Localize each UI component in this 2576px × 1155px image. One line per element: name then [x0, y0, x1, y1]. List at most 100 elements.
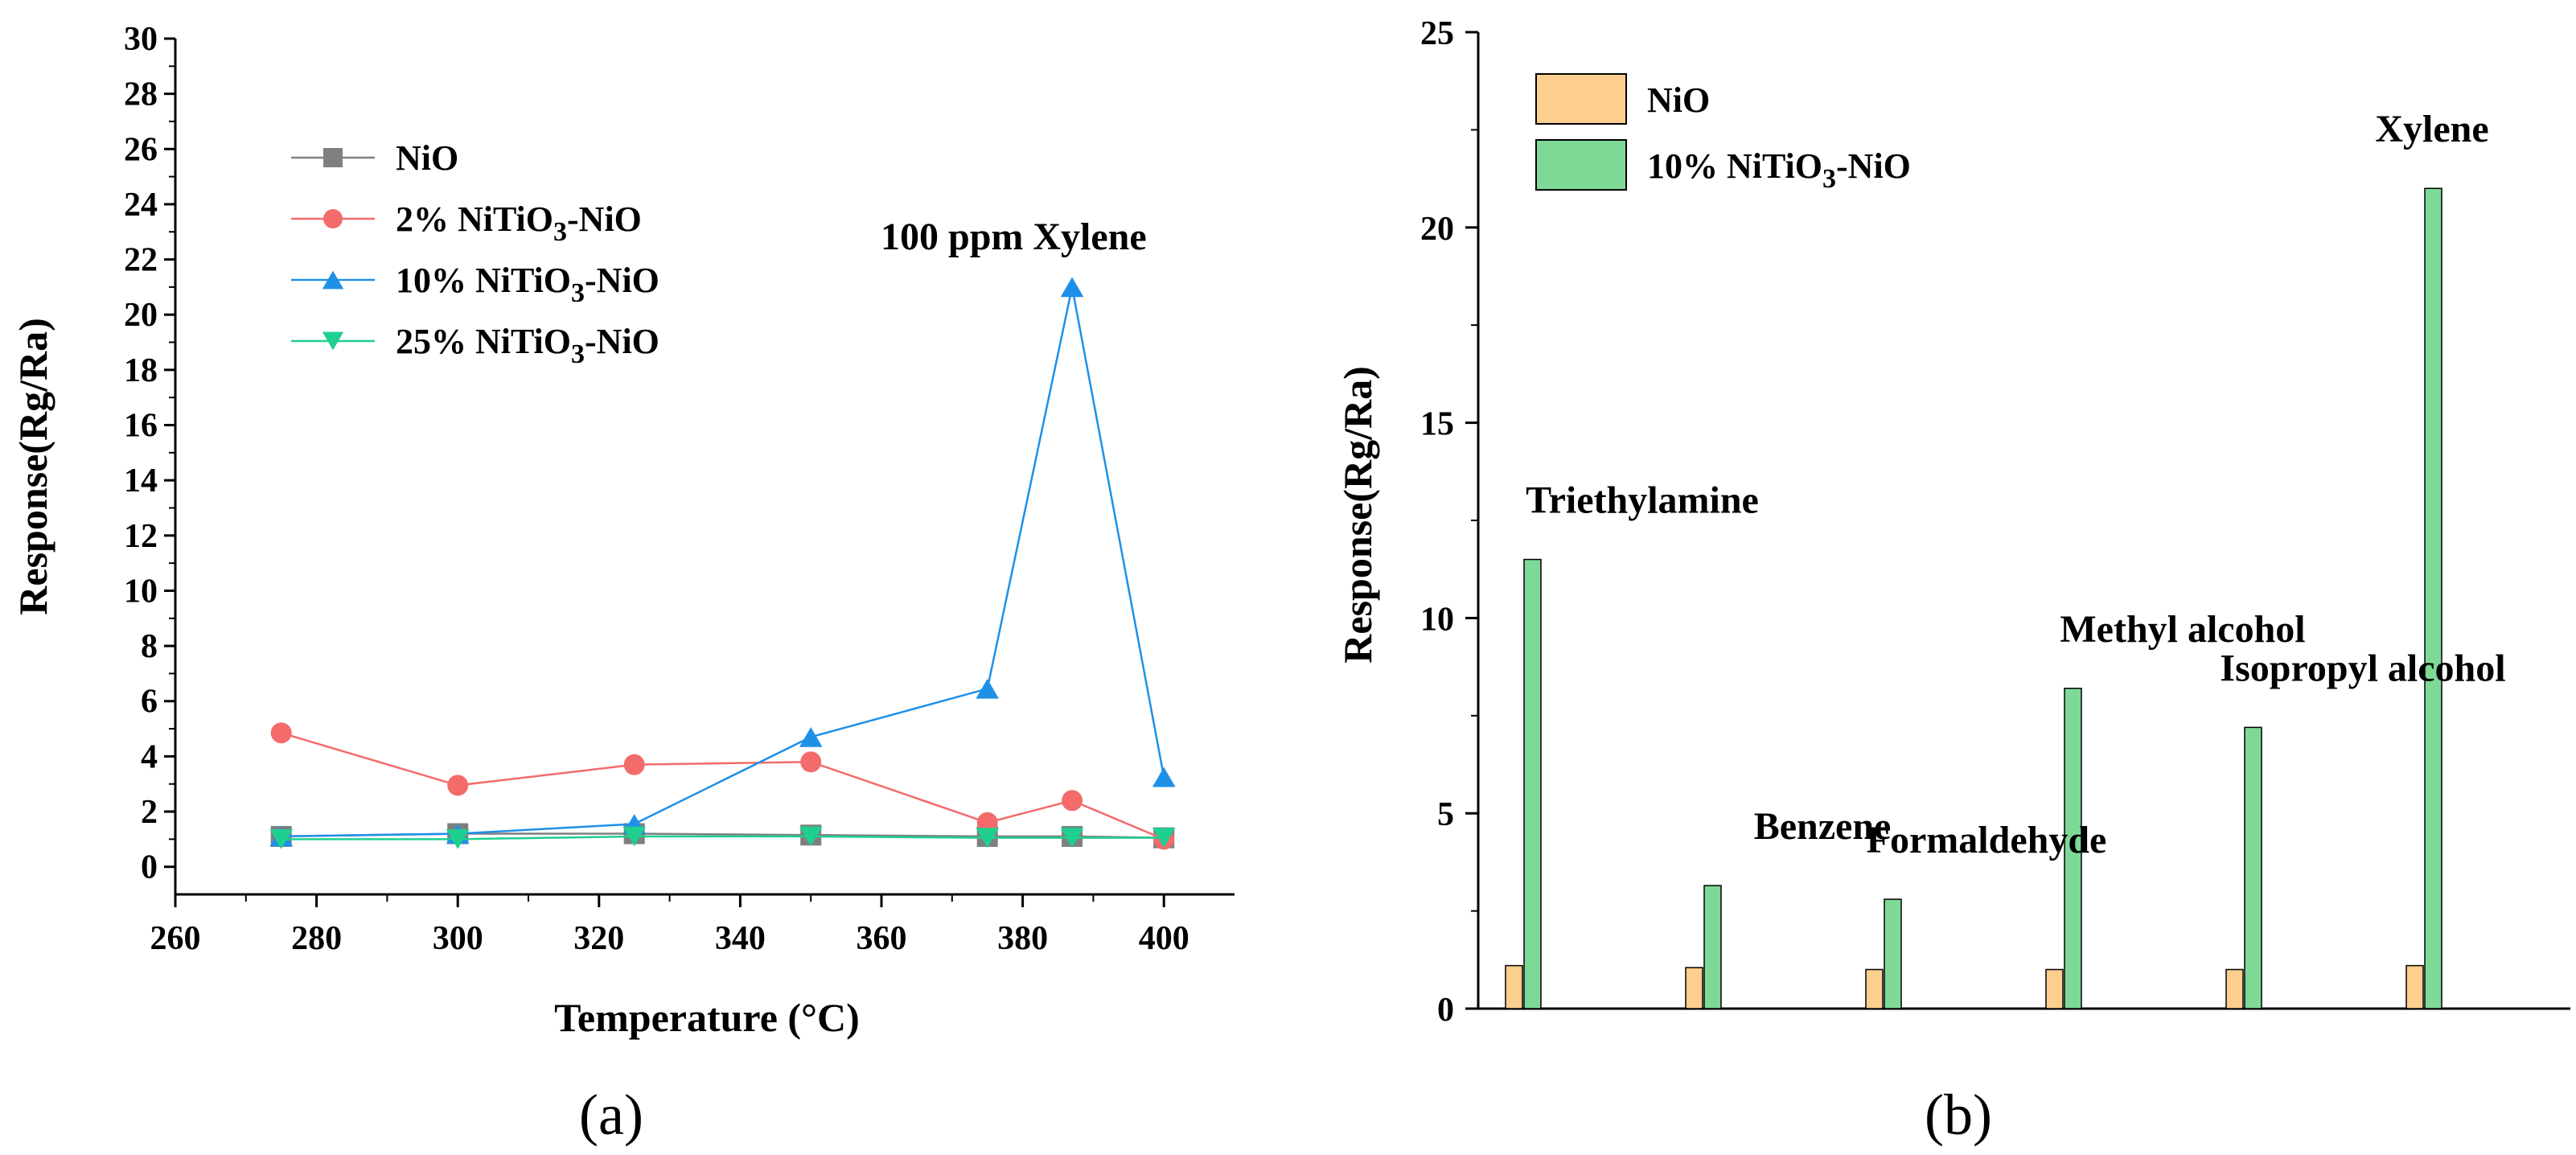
- y-tick-label: 0: [141, 849, 158, 886]
- legend-entry: 10% NiTiO3-NiO: [1535, 139, 1911, 194]
- y-tick-label: 16: [124, 408, 158, 445]
- data-point: [622, 826, 646, 847]
- y-tick-label: 10: [1420, 601, 1454, 638]
- y-tick-label: 25: [1420, 15, 1454, 52]
- y-tick-label: 22: [124, 242, 158, 279]
- data-point: [269, 829, 293, 849]
- data-point: [1152, 828, 1176, 848]
- y-tick-label: 0: [1437, 992, 1454, 1029]
- legend-label: NiO: [396, 138, 458, 178]
- panel-label-a: (a): [579, 1083, 643, 1147]
- legend-entry: NiO: [1535, 73, 1710, 125]
- category-label: Isopropyl alcohol: [2220, 647, 2505, 689]
- bar-chart-panel: 0 5 10 15 20 25 Triethylamine BenzeneFormaldeh…: [1335, 15, 2570, 1147]
- bar-nio: [1865, 968, 1884, 1009]
- x-tick-label: 260: [150, 920, 201, 957]
- x-tick-label: 320: [573, 920, 624, 957]
- bar-nio: [2405, 964, 2424, 1009]
- bar-chart-legend: NiO 10% NiTiO3-NiO: [1535, 73, 1911, 194]
- bar-nitio3-nio: [1523, 558, 1542, 1009]
- line-chart-y-axis-title: Response(Rg/Ra): [10, 318, 55, 614]
- y-tick-label: 20: [124, 297, 158, 334]
- bar-nitio3-nio: [1884, 898, 1902, 1009]
- series-line: [281, 732, 1165, 841]
- bar-nio: [1505, 964, 1523, 1009]
- line-chart-x-axis-title: Temperature (°C): [554, 995, 860, 1040]
- data-point: [1060, 828, 1084, 848]
- line-chart-axes: [174, 39, 1235, 896]
- bar-chart-bars: [1505, 187, 2442, 1009]
- legend-entry: NiO: [291, 138, 458, 178]
- legend-marker: [322, 270, 344, 290]
- legend-label: 10% NiTiO3-NiO: [396, 261, 659, 308]
- legend-swatch: [1535, 73, 1627, 125]
- series-2-nitio3-nio: [270, 722, 1175, 850]
- y-tick-label: 5: [1437, 796, 1454, 833]
- bar-chart-y-ticks: 0 5 10 15 20 25: [1420, 15, 1478, 1029]
- y-tick-label: 24: [124, 187, 158, 224]
- legend-label: 2% NiTiO3-NiO: [396, 199, 642, 247]
- panel-label-b: (b): [1925, 1083, 1992, 1147]
- data-point: [976, 678, 999, 699]
- data-point: [976, 812, 998, 833]
- y-tick-label: 10: [124, 573, 158, 610]
- y-tick-label: 20: [1420, 211, 1454, 248]
- y-tick-label: 4: [141, 738, 158, 775]
- data-point: [800, 751, 822, 773]
- y-tick-label: 18: [124, 352, 158, 389]
- line-chart-annotation: 100 ppm Xylene: [881, 216, 1147, 258]
- line-chart-series: [269, 277, 1176, 850]
- data-point: [623, 754, 645, 775]
- data-point: [976, 828, 999, 848]
- category-label: Triethylamine: [1526, 479, 1759, 522]
- legend-label: 25% NiTiO3-NiO: [396, 322, 659, 369]
- series-10-nitio3-nio: [269, 277, 1176, 847]
- legend-label: NiO: [1647, 80, 1710, 120]
- data-point: [1060, 277, 1084, 298]
- y-tick-label: 12: [124, 518, 158, 555]
- bar-chart-y-axis-title: Response(Rg/Ra): [1335, 366, 1380, 663]
- y-tick-label: 30: [124, 21, 158, 58]
- series-25-nitio3-nio: [269, 826, 1176, 849]
- x-tick-label: 300: [433, 920, 483, 957]
- bar-nitio3-nio: [1703, 885, 1722, 1009]
- category-label: Methyl alcohol: [2060, 608, 2305, 651]
- x-tick-label: 280: [291, 920, 342, 957]
- legend-marker: [323, 148, 343, 167]
- bar-nio: [1685, 967, 1703, 1009]
- legend-label: 10% NiTiO3-NiO: [1647, 146, 1911, 194]
- bar-nio: [2045, 968, 2064, 1009]
- legend-marker: [322, 331, 344, 351]
- data-point: [446, 829, 470, 849]
- data-point: [799, 826, 823, 847]
- y-tick-label: 28: [124, 76, 158, 113]
- data-point: [270, 722, 292, 744]
- legend-entry: 10% NiTiO3-NiO: [291, 261, 659, 308]
- data-point: [799, 727, 823, 747]
- legend-entry: 25% NiTiO3-NiO: [291, 322, 659, 369]
- bar-nitio3-nio: [2244, 726, 2262, 1009]
- legend-swatch: [1535, 139, 1627, 191]
- y-tick-label: 14: [124, 462, 158, 499]
- data-point: [447, 775, 469, 796]
- category-label: Formaldehyde: [1867, 819, 2107, 861]
- series-line: [281, 286, 1165, 838]
- category-label: Xylene: [2375, 108, 2488, 150]
- legend-entry: 2% NiTiO3-NiO: [291, 199, 642, 247]
- x-tick-label: 340: [715, 920, 766, 957]
- y-tick-label: 8: [141, 628, 158, 665]
- x-tick-label: 400: [1139, 920, 1189, 957]
- y-tick-label: 6: [141, 684, 158, 721]
- category-label: Benzene: [1754, 805, 1892, 848]
- data-point: [1152, 767, 1176, 787]
- bar-nitio3-nio: [2064, 688, 2082, 1009]
- y-tick-label: 2: [141, 794, 158, 831]
- x-tick-label: 360: [857, 920, 907, 957]
- data-point: [1062, 790, 1083, 812]
- y-tick-label: 26: [124, 131, 158, 168]
- y-tick-label: 15: [1420, 406, 1454, 443]
